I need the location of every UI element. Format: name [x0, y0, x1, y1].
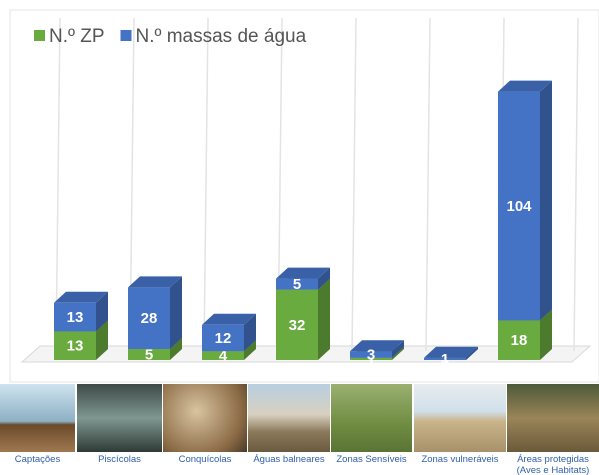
value-label: 0	[441, 352, 449, 369]
wall-line	[351, 17, 357, 352]
bar-side	[392, 346, 404, 360]
legend-swatch	[120, 30, 132, 41]
bar-segment	[350, 357, 392, 360]
category-cell: Áreas protegidas (Aves e Habitats)	[507, 384, 599, 475]
wall-line	[573, 17, 579, 352]
category-image	[77, 384, 162, 452]
legend-label: N.º massas de água	[136, 26, 307, 47]
category-label: Conquícolas	[178, 454, 232, 465]
value-label: 13	[67, 309, 84, 326]
bar-side	[244, 340, 256, 360]
bar-segment	[202, 351, 244, 360]
value-label: 32	[289, 317, 306, 334]
value-label: 104	[506, 198, 532, 215]
category-cell: Captações	[0, 384, 75, 465]
category-label: Captações	[14, 454, 61, 465]
wall-line	[203, 17, 209, 352]
category-cell: Zonas Sensíveis	[331, 384, 412, 465]
bar-side	[96, 291, 108, 332]
bar-segment	[276, 278, 318, 290]
bar-top	[424, 346, 478, 358]
value-label: 12	[215, 330, 232, 347]
image-strip: Captações Piscícolas Conquícolas Águas baln…	[0, 384, 599, 475]
bar-segment	[128, 349, 170, 360]
bar-segment	[276, 289, 318, 360]
bar-top	[350, 340, 404, 352]
category-cell: Conquícolas	[163, 384, 247, 465]
category-image	[248, 384, 330, 452]
category-image	[414, 384, 506, 452]
bar-side	[466, 346, 478, 360]
bar-side	[318, 267, 330, 290]
bar-side	[170, 338, 182, 360]
bar-side	[96, 320, 108, 360]
category-label: Águas balneares	[253, 454, 325, 465]
value-label: 1	[441, 351, 449, 368]
wall-line	[425, 17, 431, 352]
bar-side	[540, 309, 552, 360]
bar-side	[170, 276, 182, 349]
category-image	[163, 384, 247, 452]
category-cell: Águas balneares	[248, 384, 330, 465]
value-label: 3	[367, 346, 375, 363]
bar-side	[392, 340, 404, 358]
bar-top	[128, 276, 182, 288]
category-label: Zonas vulneráveis	[421, 454, 499, 465]
bar-side	[244, 313, 256, 352]
bar-top	[54, 291, 108, 303]
category-cell: Zonas vulneráveis	[414, 384, 506, 465]
legend-label: N.º ZP	[49, 26, 105, 47]
bar-side	[318, 278, 330, 360]
category-label: Zonas Sensíveis	[336, 454, 407, 465]
bar-top	[202, 313, 256, 325]
category-cell: Piscícolas	[77, 384, 162, 465]
bar-segment	[202, 324, 244, 352]
value-label: 5	[293, 276, 301, 293]
value-label: 4	[219, 348, 228, 365]
wall-line	[55, 17, 61, 352]
bar-segment	[128, 287, 170, 349]
bar-segment	[498, 91, 540, 321]
category-label: Áreas protegidas (Aves e Habitats)	[516, 454, 590, 475]
value-label: 5	[145, 346, 153, 363]
category-label: Piscícolas	[98, 454, 141, 465]
bar-segment	[54, 331, 96, 360]
category-image	[331, 384, 412, 452]
bar-segment	[424, 357, 466, 360]
bar-segment	[54, 302, 96, 332]
category-image	[507, 384, 599, 452]
bar-top	[276, 267, 330, 279]
bar-top	[498, 80, 552, 92]
value-label: 18	[511, 332, 528, 349]
bar-segment	[498, 320, 540, 360]
value-label: 1	[367, 351, 375, 368]
value-label: 13	[67, 338, 84, 355]
bar-side	[540, 80, 552, 321]
category-image	[0, 384, 75, 452]
value-label: 28	[141, 310, 158, 327]
bar-segment	[350, 351, 392, 358]
legend-swatch	[34, 30, 45, 41]
